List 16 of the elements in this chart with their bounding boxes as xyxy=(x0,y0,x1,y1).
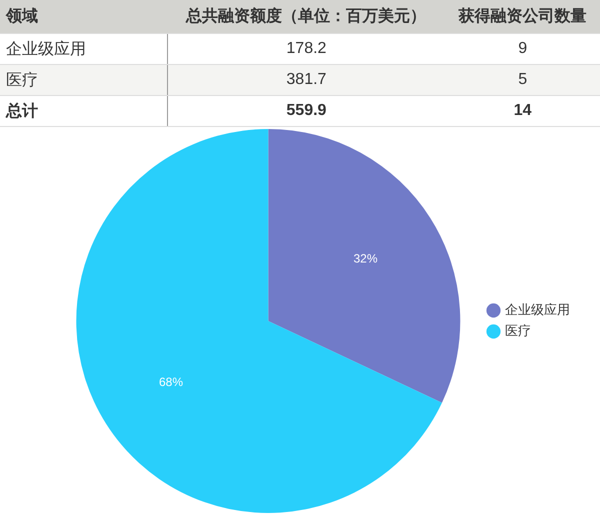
text: 领域 xyxy=(0,0,167,34)
series-label: 获得融资公司数量 xyxy=(445,0,600,34)
data-label: 559.9 xyxy=(167,96,446,126)
category-label: 医疗 xyxy=(0,64,167,96)
data-label: 68% xyxy=(158,375,184,390)
category-label: 企业级应用 xyxy=(0,34,167,64)
category-label: 总计 xyxy=(0,96,167,126)
legend-label: 医疗 xyxy=(505,323,531,338)
data-label: 178.2 xyxy=(167,34,446,64)
data-label: 14 xyxy=(445,96,600,126)
data-label: 381.7 xyxy=(167,64,446,96)
data-label: 32% xyxy=(354,252,378,266)
data-label: 9 xyxy=(445,34,600,64)
legend-label: 企业级应用 xyxy=(505,302,570,318)
series-label: 总共融资额度（单位：百万美元） xyxy=(167,0,446,34)
data-label: 5 xyxy=(445,64,600,96)
